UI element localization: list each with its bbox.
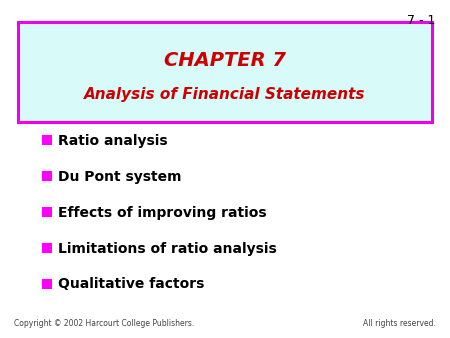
- FancyBboxPatch shape: [42, 243, 52, 253]
- Text: Copyright © 2002 Harcourt College Publishers.: Copyright © 2002 Harcourt College Publis…: [14, 319, 194, 328]
- Text: Du Pont system: Du Pont system: [58, 169, 181, 184]
- FancyBboxPatch shape: [42, 135, 52, 145]
- FancyBboxPatch shape: [42, 171, 52, 181]
- Text: Effects of improving ratios: Effects of improving ratios: [58, 206, 266, 219]
- Text: Limitations of ratio analysis: Limitations of ratio analysis: [58, 241, 277, 256]
- FancyBboxPatch shape: [42, 207, 52, 217]
- Text: CHAPTER 7: CHAPTER 7: [164, 50, 286, 70]
- FancyBboxPatch shape: [18, 22, 432, 122]
- Text: Ratio analysis: Ratio analysis: [58, 134, 167, 147]
- Text: 7 - 1: 7 - 1: [407, 14, 435, 27]
- FancyBboxPatch shape: [42, 279, 52, 289]
- Text: Analysis of Financial Statements: Analysis of Financial Statements: [84, 88, 366, 102]
- Text: All rights reserved.: All rights reserved.: [363, 319, 436, 328]
- Text: Qualitative factors: Qualitative factors: [58, 277, 204, 291]
